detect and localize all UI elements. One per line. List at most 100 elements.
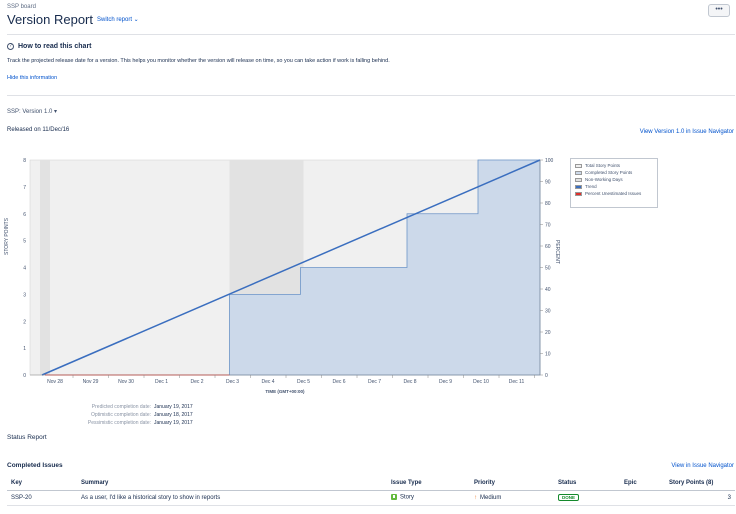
x-tick-label: Nov 28 — [47, 379, 63, 385]
help-description: Track the projected release date for a v… — [7, 58, 390, 64]
x-tick-label: Dec 8 — [403, 379, 416, 385]
x-tick-label: Dec 5 — [297, 379, 310, 385]
legend-label: Trend — [585, 184, 597, 189]
y2-tick-label: 90 — [545, 180, 551, 186]
legend-swatch — [575, 170, 582, 175]
view-version-navigator-link[interactable]: View Version 1.0 in Issue Navigator — [639, 129, 734, 135]
pessimistic-label: Pessimistic completion date: — [87, 420, 151, 426]
predicted-value: January 19, 2017 — [154, 404, 193, 410]
legend-swatch — [575, 163, 582, 168]
more-actions-button[interactable]: ••• — [708, 4, 730, 17]
arrow-up-icon: ↑ — [474, 494, 477, 501]
col-key: Key — [7, 476, 77, 491]
legend-swatch — [575, 184, 582, 189]
completed-issues-table: Key Summary Issue Type Priority Status E… — [7, 476, 735, 506]
x-tick-label: Dec 4 — [261, 379, 274, 385]
x-tick-label: Nov 29 — [83, 379, 99, 385]
y-axis-title: STORY POINTS — [4, 218, 10, 255]
y-tick-label: 0 — [23, 373, 26, 379]
status-report-heading: Status Report — [7, 434, 47, 441]
x-tick-label: Dec 11 — [509, 379, 525, 385]
y-tick-label: 6 — [23, 212, 26, 218]
board-name: SSP board — [7, 4, 36, 10]
col-priority: Priority — [470, 476, 554, 491]
legend-item: Completed Story Points — [575, 169, 653, 176]
issue-summary: As a user, I'd like a historical story t… — [77, 490, 387, 506]
help-title: How to read this chart — [18, 43, 92, 50]
predicted-label: Predicted completion date: — [91, 404, 151, 410]
issue-type: Story — [400, 494, 415, 501]
issue-priority: Medium — [480, 494, 502, 501]
table-row[interactable]: SSP-20 As a user, I'd like a historical … — [7, 490, 735, 506]
released-on-text: Released on 11/Dec/16 — [7, 127, 70, 133]
x-tick-label: Nov 30 — [118, 379, 134, 385]
y2-tick-label: 40 — [545, 287, 551, 293]
y-tick-label: 8 — [23, 158, 26, 164]
legend-item: Percent Unestimated Issues — [575, 190, 653, 197]
predicted-date-row: Predicted completion date: January 19, 2… — [0, 404, 736, 412]
x-tick-label: Dec 9 — [439, 379, 452, 385]
issue-type-cell: Story — [387, 490, 470, 506]
y2-tick-label: 10 — [545, 352, 551, 358]
help-icon: ? — [7, 43, 14, 50]
y-tick-label: 2 — [23, 319, 26, 325]
issue-story-points: 3 — [665, 490, 735, 506]
col-summary: Summary — [77, 476, 387, 491]
page-title: Version Report — [7, 12, 93, 27]
legend-item: Total Story Points — [575, 162, 653, 169]
chart-legend: Total Story Points Completed Story Points… — [570, 158, 658, 208]
hide-information-link[interactable]: Hide this information — [7, 75, 58, 81]
header-divider — [7, 34, 735, 35]
x-tick-label: Dec 1 — [155, 379, 168, 385]
col-issue-type: Issue Type — [387, 476, 470, 491]
y-tick-label: 1 — [23, 346, 26, 352]
completed-issues-heading: Completed Issues — [7, 462, 63, 469]
col-status: Status — [554, 476, 620, 491]
switch-report-link[interactable]: Switch report ⌄ — [97, 17, 139, 23]
trend-line — [41, 159, 541, 376]
y-tick-label: 3 — [23, 292, 26, 298]
y2-tick-label: 0 — [545, 373, 548, 379]
y2-tick-label: 30 — [545, 309, 551, 315]
y2-axis-title: PERCENT — [554, 240, 560, 264]
table-header-row: Key Summary Issue Type Priority Status E… — [7, 476, 735, 491]
col-epic: Epic — [620, 476, 665, 491]
status-cell: DONE — [554, 490, 620, 506]
issue-key-link[interactable]: SSP-20 — [7, 490, 77, 506]
y-tick-label: 7 — [23, 185, 26, 191]
y-tick-label: 5 — [23, 239, 26, 245]
x-tick-label: Dec 10 — [473, 379, 489, 385]
legend-item: Non-Working Days — [575, 176, 653, 183]
col-story-points: Story Points (8) — [665, 476, 735, 491]
x-tick-label: Dec 2 — [190, 379, 203, 385]
view-in-issue-navigator-link[interactable]: View in Issue Navigator — [671, 463, 734, 469]
optimistic-date-row: Optimistic completion date: January 18, … — [0, 412, 736, 420]
status-badge: DONE — [558, 494, 580, 501]
story-icon — [391, 494, 397, 501]
pessimistic-value: January 19, 2017 — [154, 420, 193, 426]
legend-label: Total Story Points — [585, 163, 621, 168]
y2-tick-label: 50 — [545, 266, 551, 272]
version-selector[interactable]: SSP: Version 1.0 ▾ — [7, 109, 58, 115]
optimistic-label: Optimistic completion date: — [90, 412, 151, 418]
y2-tick-label: 70 — [545, 223, 551, 229]
x-tick-label: Dec 7 — [368, 379, 381, 385]
x-tick-label: Dec 6 — [332, 379, 345, 385]
y2-tick-label: 100 — [545, 158, 554, 164]
priority-cell: ↑ Medium — [470, 490, 554, 506]
legend-label: Percent Unestimated Issues — [585, 191, 642, 196]
legend-swatch — [575, 191, 582, 196]
optimistic-value: January 18, 2017 — [154, 412, 193, 418]
y-tick-label: 4 — [23, 266, 26, 272]
pessimistic-date-row: Pessimistic completion date: January 19,… — [0, 420, 736, 428]
x-axis-title: TIME (GMT+00:00) — [265, 389, 305, 394]
legend-item: Trend — [575, 183, 653, 190]
issue-epic — [620, 490, 665, 506]
legend-label: Non-Working Days — [585, 177, 623, 182]
legend-swatch — [575, 177, 582, 182]
y2-tick-label: 20 — [545, 330, 551, 336]
legend-label: Completed Story Points — [585, 170, 633, 175]
x-tick-label: Dec 3 — [226, 379, 239, 385]
y2-tick-label: 60 — [545, 244, 551, 250]
